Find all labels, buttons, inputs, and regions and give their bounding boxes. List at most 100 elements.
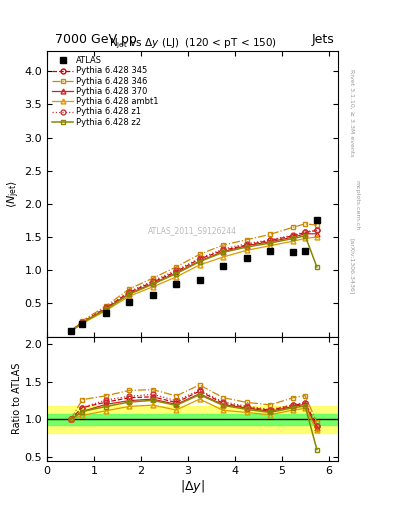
Pythia 6.428 345 (221, 247, 226, 253)
Pythia 6.428 345 (197, 256, 202, 262)
Pythia 6.428 z1 (291, 232, 296, 238)
ATLAS (244, 254, 249, 261)
Line: Pythia 6.428 346: Pythia 6.428 346 (68, 221, 319, 334)
ATLAS (127, 299, 132, 305)
Pythia 6.428 345 (68, 328, 73, 334)
Pythia 6.428 z1 (103, 305, 108, 311)
ATLAS (314, 218, 319, 224)
Bar (47, 414, 338, 424)
Pythia 6.428 ambt1 (303, 236, 307, 242)
Pythia 6.428 z2 (314, 264, 319, 270)
Text: [arXiv:1306.3436]: [arXiv:1306.3436] (349, 238, 354, 294)
Pythia 6.428 345 (314, 227, 319, 233)
Pythia 6.428 ambt1 (268, 243, 272, 249)
Pythia 6.428 z1 (268, 237, 272, 243)
Pythia 6.428 z1 (174, 267, 178, 273)
Pythia 6.428 346 (221, 242, 226, 248)
Pythia 6.428 345 (291, 232, 296, 239)
ATLAS (221, 263, 226, 269)
Pythia 6.428 346 (174, 264, 178, 270)
Text: ATLAS_2011_S9126244: ATLAS_2011_S9126244 (148, 226, 237, 236)
Pythia 6.428 370 (291, 234, 296, 240)
Text: Rivet 3.1.10, ≥ 3.3M events: Rivet 3.1.10, ≥ 3.3M events (349, 69, 354, 157)
Pythia 6.428 z1 (127, 288, 132, 294)
ATLAS (197, 277, 202, 283)
Legend: ATLAS, Pythia 6.428 345, Pythia 6.428 346, Pythia 6.428 370, Pythia 6.428 ambt1,: ATLAS, Pythia 6.428 345, Pythia 6.428 34… (50, 55, 160, 129)
Line: Pythia 6.428 ambt1: Pythia 6.428 ambt1 (68, 234, 319, 334)
Pythia 6.428 z1 (80, 319, 85, 325)
ATLAS (174, 281, 178, 287)
Line: ATLAS: ATLAS (67, 217, 320, 335)
Pythia 6.428 370 (174, 270, 178, 276)
Pythia 6.428 z2 (268, 240, 272, 246)
Pythia 6.428 346 (103, 303, 108, 309)
Pythia 6.428 370 (221, 249, 226, 255)
Pythia 6.428 z2 (174, 270, 178, 276)
Text: Jets: Jets (311, 33, 334, 46)
Pythia 6.428 z2 (303, 232, 307, 239)
Text: 7000 GeV pp: 7000 GeV pp (55, 33, 137, 46)
Y-axis label: Ratio to ATLAS: Ratio to ATLAS (12, 363, 22, 434)
Pythia 6.428 ambt1 (151, 284, 155, 290)
Pythia 6.428 345 (103, 305, 108, 311)
Pythia 6.428 ambt1 (221, 254, 226, 260)
ATLAS (268, 248, 272, 254)
Pythia 6.428 345 (303, 229, 307, 236)
Pythia 6.428 345 (127, 289, 132, 295)
Pythia 6.428 z2 (221, 249, 226, 255)
ATLAS (80, 321, 85, 327)
Pythia 6.428 345 (244, 242, 249, 248)
Pythia 6.428 z1 (303, 229, 307, 235)
Pythia 6.428 z1 (68, 328, 73, 334)
Pythia 6.428 346 (68, 328, 73, 334)
Pythia 6.428 345 (268, 238, 272, 244)
Pythia 6.428 ambt1 (80, 321, 85, 327)
Pythia 6.428 ambt1 (174, 274, 178, 280)
Pythia 6.428 346 (244, 237, 249, 243)
Pythia 6.428 370 (197, 258, 202, 264)
Pythia 6.428 345 (174, 269, 178, 275)
Pythia 6.428 z1 (151, 278, 155, 284)
ATLAS (291, 249, 296, 255)
Pythia 6.428 345 (151, 279, 155, 285)
Pythia 6.428 z1 (314, 227, 319, 233)
Y-axis label: $\langle N_{\mathregular{jet}} \rangle$: $\langle N_{\mathregular{jet}} \rangle$ (6, 180, 22, 208)
Pythia 6.428 ambt1 (103, 308, 108, 314)
Bar (47, 406, 338, 433)
Pythia 6.428 ambt1 (244, 247, 249, 253)
Pythia 6.428 z2 (68, 328, 73, 334)
Pythia 6.428 z2 (244, 244, 249, 250)
Pythia 6.428 370 (103, 306, 108, 312)
Pythia 6.428 ambt1 (314, 234, 319, 240)
Pythia 6.428 346 (127, 286, 132, 292)
ATLAS (103, 310, 108, 316)
Line: Pythia 6.428 345: Pythia 6.428 345 (68, 228, 319, 334)
Pythia 6.428 345 (80, 319, 85, 325)
Text: mcplots.cern.ch: mcplots.cern.ch (354, 180, 359, 230)
Pythia 6.428 370 (314, 231, 319, 237)
Pythia 6.428 z2 (197, 259, 202, 265)
Pythia 6.428 346 (303, 221, 307, 227)
Pythia 6.428 346 (151, 275, 155, 281)
Pythia 6.428 z2 (80, 319, 85, 326)
Pythia 6.428 370 (127, 290, 132, 296)
Pythia 6.428 346 (314, 222, 319, 228)
Pythia 6.428 z1 (197, 255, 202, 262)
Pythia 6.428 z2 (291, 236, 296, 242)
Pythia 6.428 ambt1 (68, 328, 73, 334)
ATLAS (68, 328, 73, 334)
Pythia 6.428 z1 (221, 246, 226, 252)
Pythia 6.428 346 (268, 231, 272, 238)
Pythia 6.428 346 (291, 224, 296, 230)
X-axis label: |$\Delta y$|: |$\Delta y$| (180, 478, 205, 496)
Pythia 6.428 370 (244, 243, 249, 249)
Pythia 6.428 z2 (103, 306, 108, 312)
Pythia 6.428 z2 (151, 281, 155, 287)
Pythia 6.428 346 (197, 251, 202, 258)
Pythia 6.428 z2 (127, 291, 132, 297)
Pythia 6.428 370 (80, 319, 85, 326)
Pythia 6.428 ambt1 (127, 293, 132, 299)
Line: Pythia 6.428 z1: Pythia 6.428 z1 (68, 228, 319, 334)
ATLAS (151, 292, 155, 298)
Pythia 6.428 z1 (244, 241, 249, 247)
